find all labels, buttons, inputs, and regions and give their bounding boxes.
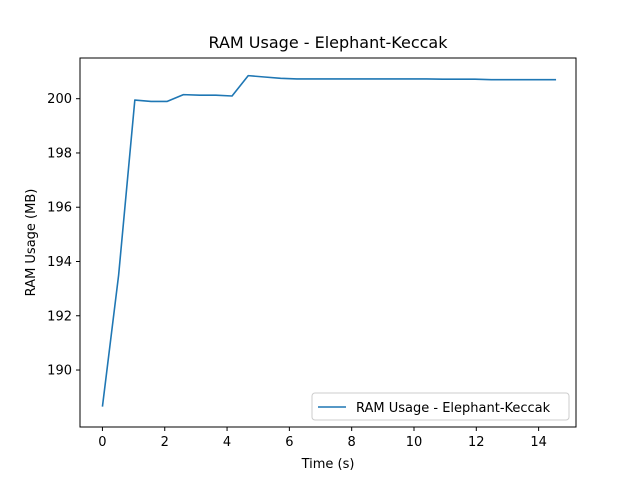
legend-label: RAM Usage - Elephant-Keccak <box>356 401 551 416</box>
y-tick-label: 196 <box>47 201 72 216</box>
y-tick-label: 192 <box>47 309 72 324</box>
x-tick-label: 14 <box>530 435 547 450</box>
x-tick-label: 4 <box>223 435 231 450</box>
x-tick-label: 2 <box>161 435 169 450</box>
plot-area <box>101 74 557 407</box>
y-tick-label: 190 <box>47 364 72 379</box>
x-tick-label: 10 <box>406 435 423 450</box>
x-tick-label: 12 <box>468 435 485 450</box>
plot-frame <box>79 57 577 428</box>
x-tick-label: 6 <box>285 435 293 450</box>
y-tick-label: 198 <box>47 146 72 161</box>
y-tick-label: 200 <box>47 92 72 107</box>
legend: RAM Usage - Elephant-Keccak <box>311 392 570 421</box>
y-axis: 190 192 194 196 198 200 <box>47 92 80 379</box>
x-axis-label: Time (s) <box>301 457 355 472</box>
x-tick-label: 0 <box>98 435 106 450</box>
x-axis: 0 2 4 6 8 10 12 14 <box>98 427 547 450</box>
x-tick-label: 8 <box>348 435 356 450</box>
legend-box <box>311 392 570 421</box>
chart-title: RAM Usage - Elephant-Keccak <box>209 33 449 52</box>
y-axis-label: RAM Usage (MB) <box>24 189 39 297</box>
series-line <box>101 74 557 407</box>
y-tick-label: 194 <box>47 255 72 270</box>
